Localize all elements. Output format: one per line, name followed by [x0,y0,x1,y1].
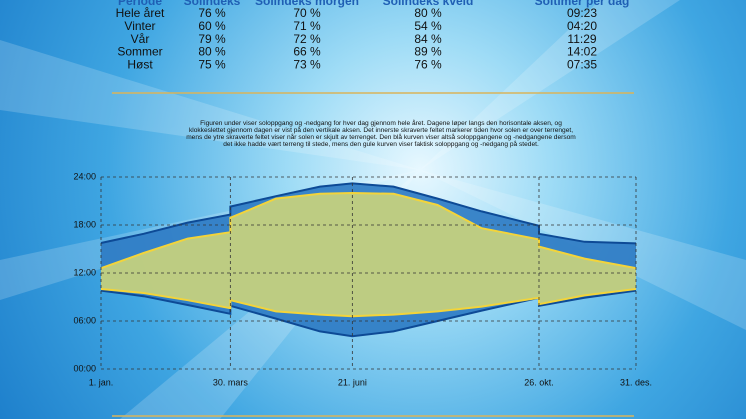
table-cell: 04:20 [567,19,597,33]
table-cell: 72 % [293,32,321,46]
table-cell: 71 % [293,19,321,33]
x-tick-label: 30. mars [213,377,249,387]
table-cell: 07:35 [567,57,597,71]
table-header: Solindeks kveld [383,0,474,8]
x-tick-label: 1. jan. [89,377,114,387]
table-header: Soltimer per dag [535,0,630,8]
table-cell: 11:29 [567,32,596,46]
y-tick-label: 00:00 [73,363,96,373]
table-cell: Vår [131,32,150,46]
description: Figuren under viser soloppgang og -nedga… [186,119,576,148]
table-cell: 54 % [414,19,442,33]
band-fill [101,193,636,317]
table-header: Solindeks morgen [255,0,359,8]
table: Periode Solindeks Solindeks morgen Solindek… [116,0,630,71]
chart: 00:00 06:00 12:00 18:00 24:00 1. jan. 30. mars… [73,171,652,387]
table-cell: 70 % [293,6,321,20]
description-line: mens de ytre skraverte feltet viser når … [186,133,576,141]
table-cell: 76 % [198,6,226,20]
table-cell: 80 % [414,6,442,20]
table-cell: Hele året [116,6,165,20]
table-cell: 79 % [198,32,226,46]
table-cell: 75 % [198,57,226,71]
y-tick-label: 18:00 [73,219,96,229]
description-line: det ikke hadde vært terreng til stede, m… [223,140,539,148]
table-header: Solindeks [184,0,241,8]
x-tick-label: 26. okt. [524,377,554,387]
table-cell: 73 % [293,57,321,71]
y-tick-label: 12:00 [73,267,96,277]
table-cell: 84 % [414,32,442,46]
table-header: Periode [118,0,162,8]
description-line: Figuren under viser soloppgang og -nedga… [200,119,562,127]
table-cell: 66 % [293,45,321,59]
table-cell: Høst [127,57,153,71]
table-cell: 89 % [414,45,442,59]
description-line: klokkeslettet gjennom dagen er vist på d… [189,126,573,134]
x-tick-label: 31. des. [620,377,652,387]
table-cell: 60 % [198,19,226,33]
table-cell: 80 % [198,45,226,59]
table-cell: 76 % [414,57,442,71]
table-cell: 09:23 [567,6,597,20]
table-cell: Sommer [117,45,162,59]
y-tick-label: 06:00 [73,315,96,325]
table-cell: 14:02 [567,45,597,59]
table-cell: Vinter [124,19,155,33]
y-tick-label: 24:00 [73,171,96,181]
x-tick-label: 21. juni [338,377,367,387]
